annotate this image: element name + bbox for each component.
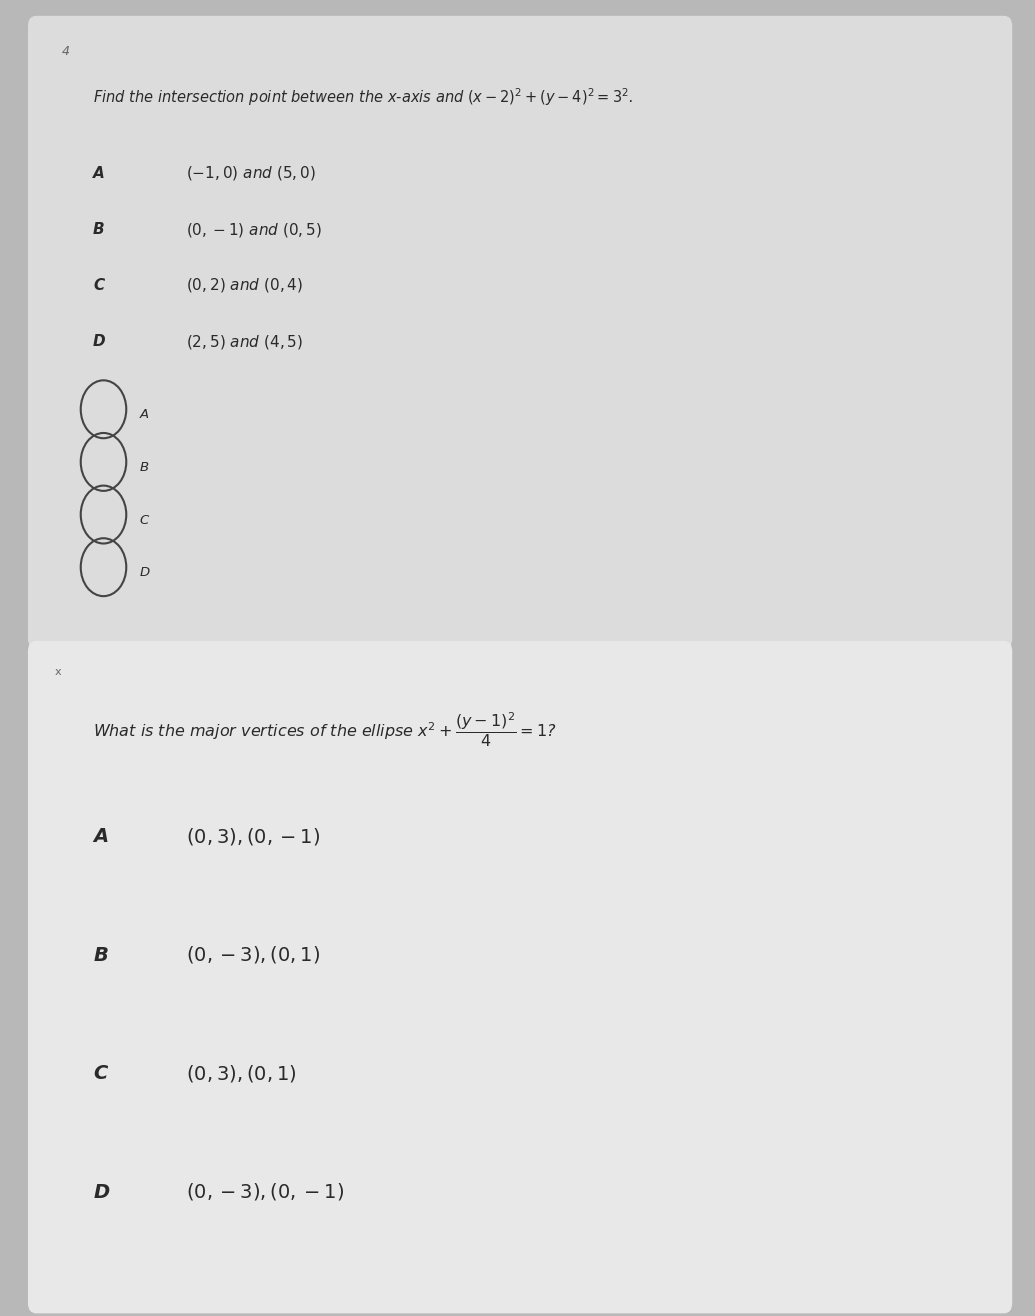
Text: x: x	[55, 667, 61, 678]
Text: C: C	[93, 278, 105, 292]
Text: B: B	[93, 222, 105, 237]
Text: A: A	[93, 828, 109, 846]
Text: B: B	[140, 461, 149, 474]
Text: D: D	[93, 1183, 110, 1202]
Text: $(0,-3),(0,-1)$: $(0,-3),(0,-1)$	[186, 1180, 345, 1202]
Text: 4: 4	[62, 45, 70, 58]
Text: A: A	[93, 166, 105, 180]
Text: $(0,3),(0,-1)$: $(0,3),(0,-1)$	[186, 825, 321, 846]
Text: C: C	[140, 513, 149, 526]
Text: D: D	[93, 334, 106, 349]
Text: B: B	[93, 946, 108, 965]
Text: $(0,3),(0,1)$: $(0,3),(0,1)$	[186, 1062, 297, 1083]
Text: $(2,5)$ and $(4,5)$: $(2,5)$ and $(4,5)$	[186, 333, 303, 350]
Text: What is the major vertices of the ellipse $x^2+\dfrac{(y-1)^2}{4}=1$?: What is the major vertices of the ellips…	[93, 711, 557, 749]
Text: A: A	[140, 408, 149, 421]
Text: $(0,-3),(0,1)$: $(0,-3),(0,1)$	[186, 944, 321, 965]
FancyBboxPatch shape	[28, 641, 1012, 1313]
FancyBboxPatch shape	[28, 16, 1012, 649]
Text: $(0,-1)$ and $(0,5)$: $(0,-1)$ and $(0,5)$	[186, 221, 322, 238]
Text: $(-1,0)$ and $(5,0)$: $(-1,0)$ and $(5,0)$	[186, 164, 317, 182]
Text: Find the intersection point between the x-axis and $(x-2)^2+(y-4)^2=3^2$.: Find the intersection point between the …	[93, 86, 633, 108]
Text: C: C	[93, 1065, 108, 1083]
Text: $(0,2)$ and $(0,4)$: $(0,2)$ and $(0,4)$	[186, 276, 303, 293]
Text: D: D	[140, 566, 150, 579]
